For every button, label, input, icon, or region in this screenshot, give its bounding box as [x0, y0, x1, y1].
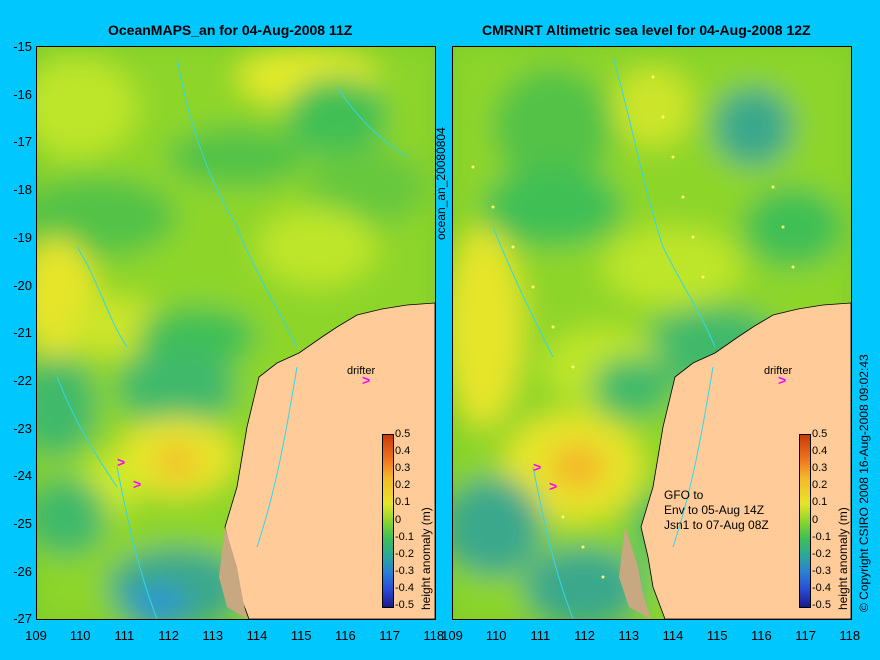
colorbar-tick: 0.4	[395, 445, 411, 458]
altimetry-track-points	[471, 75, 795, 579]
longitude-label: 112	[574, 628, 595, 643]
svg-text:>: >	[117, 454, 125, 470]
colorbar-tick: 0.1	[812, 496, 828, 509]
colorbar-tick: 0.1	[395, 496, 411, 509]
latitude-label: -25	[13, 516, 32, 531]
right-map-panel: > > >	[452, 46, 852, 620]
latitude-label: -27	[13, 611, 32, 627]
latitude-label: -21	[13, 325, 32, 341]
longitude-label: 115	[706, 628, 728, 643]
env-line: Env to 05-Aug 14Z	[664, 503, 765, 517]
colorbar-tick: -0.5	[395, 599, 414, 611]
longitude-label: 112	[158, 628, 179, 643]
latitude-label: -18	[13, 182, 32, 198]
longitude-label: 114	[246, 628, 268, 643]
longitude-label: 111	[530, 628, 551, 643]
dataset-date-label: ocean_an_20080804	[434, 127, 448, 240]
svg-text:>: >	[549, 478, 557, 494]
longitude-label: 116	[751, 628, 772, 643]
colorbar-tick: 0.5	[395, 428, 411, 440]
longitude-label: 117	[795, 628, 816, 643]
left-drifter-label: drifter	[347, 365, 376, 377]
colorbar-tick: 0.3	[395, 462, 411, 475]
copyright-note: © Copyright CSIRO 2008 16-Aug-2008 09:02…	[857, 354, 871, 612]
longitude-label: 117	[379, 628, 400, 643]
colorbar-tick: -0.3	[395, 564, 414, 577]
latitude-label: -23	[13, 420, 32, 436]
left-drifter-markers: > > >	[117, 372, 370, 492]
colorbar-tick: 0.2	[395, 479, 411, 492]
latitude-label: -19	[13, 229, 32, 245]
latitude-label: -17	[13, 134, 32, 150]
longitude-label: 109	[25, 628, 47, 643]
right-colorbar-label: height anomaly (m)	[836, 507, 850, 610]
colorbar-tick: -0.2	[395, 547, 414, 560]
svg-text:>: >	[362, 372, 370, 388]
latitude-label: -16	[13, 86, 32, 102]
right-drifter-markers: > > >	[533, 372, 786, 494]
colorbar-tick: 0	[395, 513, 402, 526]
right-map-title: CMRNRT Altimetric sea level for 04-Aug-2…	[482, 22, 811, 38]
right-anomaly-map: > > >	[453, 47, 851, 619]
latitude-label: -26	[13, 563, 32, 579]
longitude-label: 118	[839, 628, 861, 643]
longitude-label: 110	[485, 628, 507, 643]
longitude-label: 113	[618, 628, 640, 643]
latitude-label: -24	[13, 468, 32, 484]
colorbar-tick: -0.1	[812, 530, 831, 543]
colorbar-tick: 0.5	[812, 428, 828, 440]
left-map-panel: > > >	[36, 46, 436, 620]
colorbar-tick: -0.2	[812, 547, 831, 560]
latitude-label: -22	[13, 372, 32, 388]
right-colorbar	[799, 434, 811, 608]
longitude-label: 118	[423, 628, 445, 643]
longitude-label: 114	[662, 628, 684, 643]
longitude-label: 115	[290, 628, 312, 643]
right-drifter-label: drifter	[764, 365, 793, 377]
colorbar-tick: 0	[812, 513, 819, 526]
colorbar-tick: -0.5	[812, 599, 831, 611]
satellite-coverage-note: GFO to Env to 05-Aug 14Z Jsn1 to 07-Aug …	[664, 488, 769, 533]
longitude-label: 113	[202, 628, 224, 643]
latitude-label: -15	[13, 39, 32, 54]
colorbar-tick: 0.3	[812, 462, 828, 475]
left-anomaly-map: > > >	[37, 47, 435, 619]
svg-text:>: >	[778, 372, 786, 388]
colorbar-tick: -0.1	[395, 530, 414, 543]
left-colorbar	[382, 434, 394, 608]
colorbar-tick: -0.4	[395, 581, 414, 594]
left-colorbar-label: height anomaly (m)	[419, 507, 433, 610]
colorbar-tick: 0.4	[812, 445, 828, 458]
svg-text:>: >	[533, 459, 541, 475]
left-map-title: OceanMAPS_an for 04-Aug-2008 11Z	[108, 22, 353, 38]
longitude-label: 111	[114, 628, 135, 643]
colorbar-tick: -0.3	[812, 564, 831, 577]
colorbar-tick: -0.4	[812, 581, 831, 594]
longitude-label: 116	[335, 628, 356, 643]
gfo-line: GFO to	[664, 488, 704, 502]
jsn1-line: Jsn1 to 07-Aug 08Z	[664, 518, 769, 532]
longitude-label: 110	[69, 628, 91, 643]
longitude-label: 109	[441, 628, 463, 643]
colorbar-tick: 0.2	[812, 479, 828, 492]
svg-text:>: >	[133, 476, 141, 492]
latitude-label: -20	[13, 277, 32, 293]
